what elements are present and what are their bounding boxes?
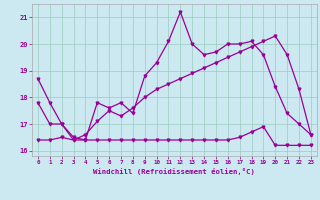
X-axis label: Windchill (Refroidissement éolien,°C): Windchill (Refroidissement éolien,°C) xyxy=(93,168,255,175)
